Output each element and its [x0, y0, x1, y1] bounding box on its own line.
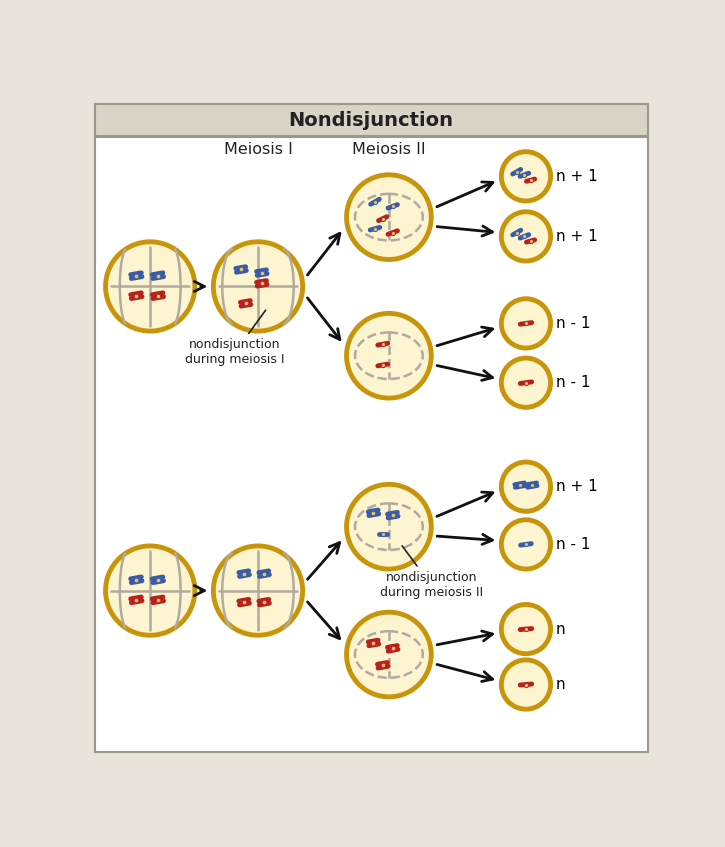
Circle shape: [347, 484, 431, 569]
Text: Meiosis I: Meiosis I: [223, 142, 292, 157]
Text: n: n: [556, 677, 566, 692]
Circle shape: [501, 212, 550, 261]
Circle shape: [213, 241, 302, 331]
Circle shape: [106, 546, 195, 635]
FancyBboxPatch shape: [95, 104, 648, 136]
Circle shape: [347, 612, 431, 697]
Circle shape: [501, 605, 550, 654]
Text: n - 1: n - 1: [556, 375, 590, 390]
Text: n + 1: n + 1: [556, 479, 597, 494]
Text: n + 1: n + 1: [556, 169, 597, 184]
FancyBboxPatch shape: [95, 137, 648, 751]
Circle shape: [501, 660, 550, 709]
Text: n + 1: n + 1: [556, 229, 597, 244]
Text: n - 1: n - 1: [556, 316, 590, 331]
Circle shape: [347, 313, 431, 398]
Circle shape: [501, 299, 550, 348]
Text: nondisjunction
during meiosis I: nondisjunction during meiosis I: [185, 310, 285, 367]
Circle shape: [213, 546, 302, 635]
Circle shape: [347, 174, 431, 259]
Circle shape: [501, 358, 550, 407]
Circle shape: [106, 241, 195, 331]
Text: Nondisjunction: Nondisjunction: [289, 111, 454, 130]
Circle shape: [501, 520, 550, 569]
Text: n - 1: n - 1: [556, 537, 590, 552]
Circle shape: [501, 462, 550, 512]
Text: nondisjunction
during meiosis II: nondisjunction during meiosis II: [380, 545, 483, 599]
Text: Meiosis II: Meiosis II: [352, 142, 426, 157]
Circle shape: [501, 152, 550, 201]
Text: n: n: [556, 622, 566, 637]
